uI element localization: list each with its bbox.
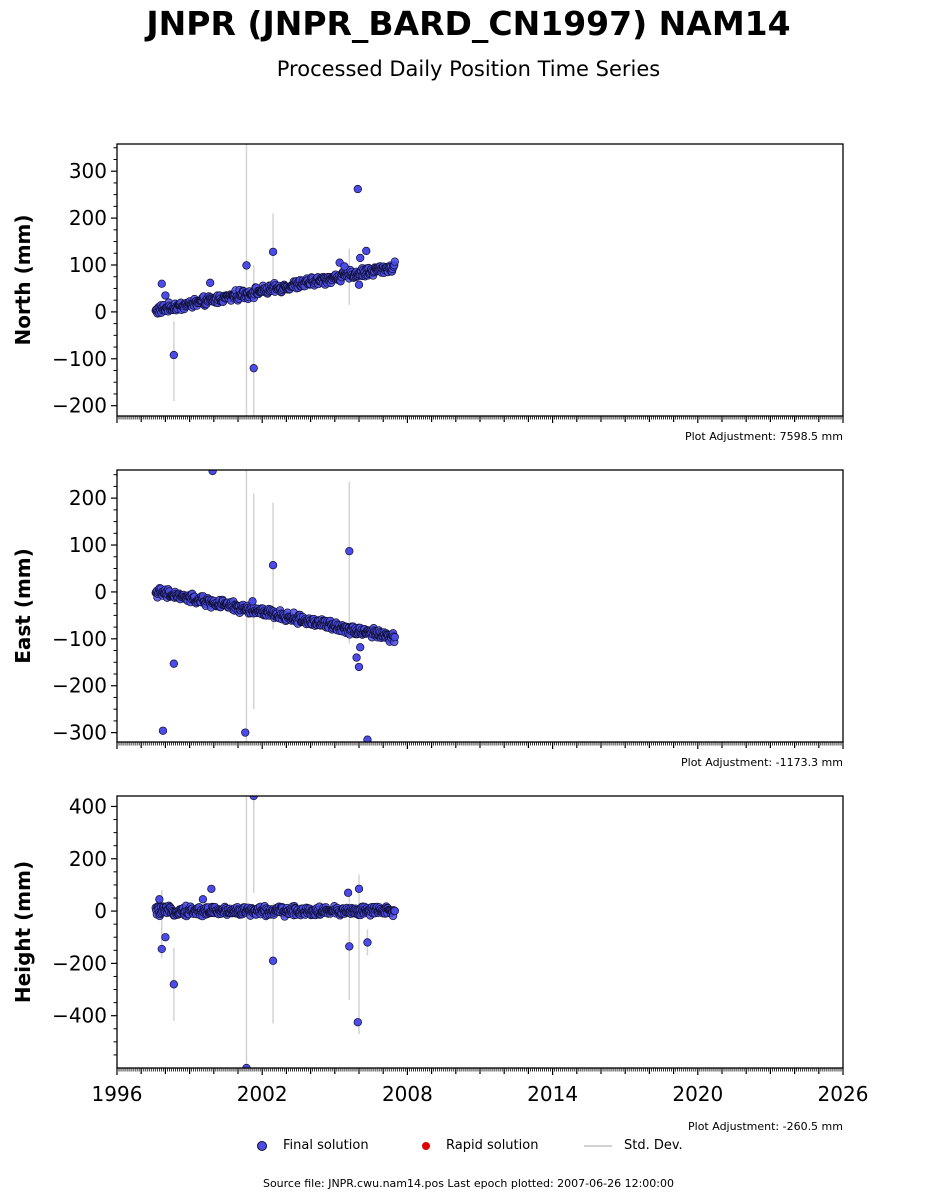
y-tick-label: −300 [52, 721, 107, 745]
x-tick-label: 2020 [672, 1082, 723, 1106]
y-tick-label: −100 [52, 347, 107, 371]
data-point-outlier [169, 980, 179, 989]
data-point-outlier [161, 933, 170, 942]
y-tick-label: 200 [69, 206, 107, 230]
legend-item-rapid: Rapid solution [422, 1138, 538, 1153]
data-point-outlier [362, 246, 371, 256]
data-point-outlier [356, 643, 365, 652]
y-tick-label: 0 [94, 300, 107, 324]
y-tick-label: 100 [69, 533, 107, 557]
legend-label-rapid: Rapid solution [446, 1138, 539, 1153]
data-point-outlier [169, 350, 179, 360]
plot-adjustment-label: Plot Adjustment: -260.5 mm [688, 1120, 843, 1133]
source-footer: Source file: JNPR.cwu.nam14.pos Last epo… [262, 1177, 675, 1190]
data-point-outlier [345, 546, 354, 556]
data-point-outlier [268, 561, 278, 570]
y-tick-label: −200 [52, 951, 107, 975]
data-point-outlier [363, 735, 372, 742]
data-point-outlier [354, 884, 364, 893]
x-tick-label: 2008 [382, 1082, 433, 1106]
plot-area [151, 470, 399, 742]
plot-adjustment-label: Plot Adjustment: -1173.3 mm [681, 756, 843, 769]
legend: Final solution Rapid solution Std. Dev. [0, 1138, 937, 1158]
plot-area [151, 144, 399, 416]
x-tick-label: 1996 [92, 1082, 143, 1106]
data-point-outlier [352, 653, 361, 662]
y-tick-label: 400 [69, 794, 107, 818]
y-axis-label: East (mm) [11, 548, 35, 664]
plot-frame [116, 795, 844, 1069]
chart-title: JNPR (JNPR_BARD_CN1997) NAM14 [146, 4, 791, 43]
data-point-outlier [198, 895, 208, 904]
y-tick-label: 200 [69, 486, 107, 510]
plot-adjustment-label: Plot Adjustment: 7598.5 mm [685, 430, 843, 443]
y-tick-label: 200 [69, 847, 107, 871]
data-point-outlier [268, 247, 278, 257]
data-point-outlier [169, 659, 179, 668]
data-point-outlier [208, 470, 217, 476]
legend-label-final: Final solution [283, 1138, 369, 1153]
std-dev-line-icon [584, 1144, 612, 1147]
chart-subtitle: Processed Daily Position Time Series [276, 57, 661, 81]
data-point-outlier [248, 597, 257, 606]
legend-item-final: Final solution [257, 1138, 369, 1153]
data-point-outlier [207, 884, 216, 893]
data-point-outlier [354, 662, 364, 672]
data-point [390, 906, 399, 916]
data-point-outlier [206, 278, 215, 287]
panel-1: −200 −100 0 100 200 300 North (mm) Plot Adjustm… [11, 143, 844, 443]
data-point-outlier [157, 279, 166, 288]
data-point-outlier [354, 280, 364, 289]
y-tick-label: −100 [52, 627, 107, 651]
legend-label-stddev: Std. Dev. [624, 1138, 683, 1153]
y-axis-label: Height (mm) [11, 861, 35, 1003]
panel-2: −300 −200 −100 0 100 200 East (mm) Plot Adjustm… [11, 469, 844, 769]
x-tick-label: 2014 [527, 1082, 578, 1106]
data-point [390, 633, 399, 642]
data-point-outlier [353, 184, 362, 194]
data-point-outlier [343, 888, 353, 897]
data-point-outlier [155, 895, 164, 904]
data-point-outlier [242, 261, 251, 270]
x-tick-label: 2026 [818, 1082, 869, 1106]
y-tick-label: 100 [69, 253, 107, 277]
data-point-outlier [353, 1018, 362, 1027]
y-tick-label: 0 [94, 899, 107, 923]
data-point-outlier [363, 938, 372, 947]
data-point-outlier [158, 726, 168, 735]
y-axis-label: North (mm) [11, 214, 35, 345]
rapid-solution-marker-icon [422, 1141, 430, 1150]
legend-item-stddev: Std. Dev. [584, 1138, 683, 1153]
data-point-outlier [161, 291, 170, 300]
data-point-outlier [340, 262, 349, 271]
data-point [390, 257, 399, 266]
y-tick-label: 0 [94, 580, 107, 604]
plot-frame [116, 143, 844, 417]
data-point-outlier [345, 942, 354, 951]
data-point-outlier [249, 364, 258, 373]
y-tick-label: 300 [69, 159, 107, 183]
y-tick-label: −400 [52, 1004, 107, 1028]
x-tick-label: 2002 [237, 1082, 288, 1106]
y-tick-label: −200 [52, 674, 107, 698]
data-point-outlier [241, 728, 250, 737]
y-tick-label: −200 [52, 394, 107, 418]
data-point-outlier [268, 956, 278, 965]
panel-3: −400 −200 0 200 400 1996 2002 2008 2014 2020 2026 H… [11, 794, 869, 1133]
data-point-outlier [157, 944, 166, 954]
final-solution-marker-icon [257, 1140, 267, 1151]
plot-area [151, 796, 399, 1068]
data-point-outlier [356, 253, 365, 263]
